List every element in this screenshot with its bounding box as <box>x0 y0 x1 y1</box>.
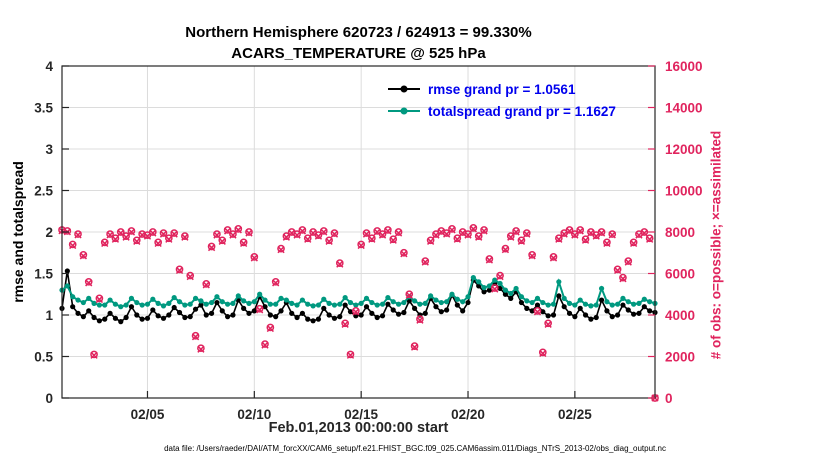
right-axis-label: # of obs: o=possible; ×=assimilated <box>708 130 724 360</box>
left-axis-label: rmse and totalspread <box>10 161 26 303</box>
x-axis-label: Feb.01,2013 00:00:00 start <box>268 420 449 436</box>
svg-text:14000: 14000 <box>665 101 703 116</box>
svg-text:2000: 2000 <box>665 350 695 365</box>
svg-text:2: 2 <box>45 225 53 240</box>
svg-text:3.5: 3.5 <box>34 101 53 116</box>
svg-text:0: 0 <box>665 391 673 406</box>
rmse-marker-icon <box>400 85 408 93</box>
svg-text:02/25: 02/25 <box>558 407 592 422</box>
svg-text:4000: 4000 <box>665 308 695 323</box>
svg-text:16000: 16000 <box>665 59 703 74</box>
svg-text:1: 1 <box>45 308 53 323</box>
legend-item-rmse: rmse grand pr = 1.0561 <box>388 78 616 100</box>
svg-text:4: 4 <box>45 59 53 74</box>
svg-text:10000: 10000 <box>665 184 703 199</box>
svg-text:02/15: 02/15 <box>344 407 378 422</box>
data-file-path: data file: /Users/raeder/DAI/ATM_forcXX/… <box>164 444 666 453</box>
title-line1: Northern Hemisphere 620723 / 624913 = 99… <box>185 24 532 41</box>
svg-text:8000: 8000 <box>665 225 695 240</box>
legend: rmse grand pr = 1.0561 totalspread grand… <box>388 78 616 122</box>
chart-title: Northern Hemisphere 620723 / 624913 = 99… <box>62 22 655 64</box>
svg-text:02/10: 02/10 <box>237 407 271 422</box>
legend-label-rmse: rmse grand pr = 1.0561 <box>428 81 576 97</box>
svg-text:2.5: 2.5 <box>34 184 53 199</box>
legend-label-totalspread: totalspread grand pr = 1.1627 <box>428 103 616 119</box>
legend-item-totalspread: totalspread grand pr = 1.1627 <box>388 100 616 122</box>
svg-text:02/05: 02/05 <box>131 407 165 422</box>
rmse-line-sample <box>388 85 420 93</box>
svg-text:02/20: 02/20 <box>451 407 485 422</box>
totalspread-line-sample <box>388 107 420 115</box>
svg-text:1.5: 1.5 <box>34 267 53 282</box>
totalspread-marker-icon <box>400 107 408 115</box>
title-line2: ACARS_TEMPERATURE @ 525 hPa <box>231 45 486 62</box>
svg-text:0: 0 <box>45 391 53 406</box>
svg-text:0.5: 0.5 <box>34 350 53 365</box>
svg-text:12000: 12000 <box>665 142 703 157</box>
svg-text:3: 3 <box>45 142 53 157</box>
svg-text:6000: 6000 <box>665 267 695 282</box>
